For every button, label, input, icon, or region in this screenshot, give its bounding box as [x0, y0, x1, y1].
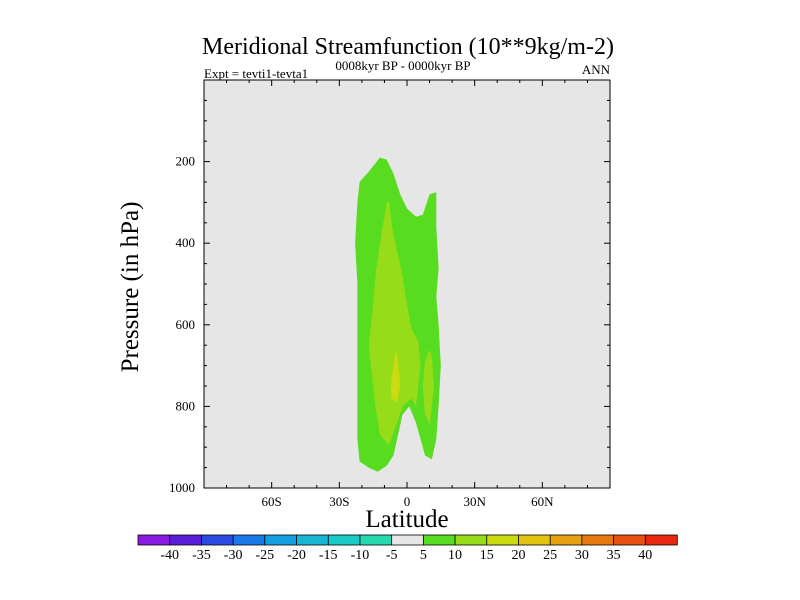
y-tick-label: 1000: [169, 480, 195, 495]
colorbar-label: 5: [420, 548, 427, 563]
colorbar-label: -10: [351, 548, 370, 563]
colorbar-label: 35: [607, 548, 621, 563]
colorbar-swatch: [644, 534, 678, 546]
colorbar-label: -20: [287, 548, 306, 563]
colorbar-swatch: [359, 534, 393, 546]
contour-region-2: [368, 202, 421, 446]
x-tick-label: 60S: [262, 494, 282, 509]
x-tick-label: 60N: [531, 494, 554, 509]
colorbar-swatch: [581, 534, 615, 546]
x-tick-label: 30N: [463, 494, 486, 509]
x-axis-label: Latitude: [365, 506, 448, 533]
colorbar-swatch: [549, 534, 583, 546]
colorbar-label: -35: [192, 548, 211, 563]
colorbar-swatch: [296, 534, 329, 546]
subtitle-center: 0008kyr BP - 0000kyr BP: [335, 58, 470, 73]
y-tick-label: 800: [176, 398, 196, 413]
colorbar-label: -30: [224, 548, 243, 563]
colorbar-label: 40: [638, 548, 652, 563]
x-tick-label: 30S: [329, 494, 349, 509]
colorbar-swatch: [518, 534, 551, 546]
colorbar-swatch: [169, 534, 203, 546]
subtitle-left: Expt = tevti1-tevta1: [204, 66, 308, 81]
colorbar-swatch: [391, 534, 425, 546]
colorbar-swatch: [486, 534, 520, 546]
colorbar-swatch: [613, 534, 647, 546]
x-axis: 60S 30S 0 30N 60N: [226, 80, 588, 509]
x-tick-label: 0: [404, 494, 411, 509]
colorbar-label: 30: [575, 548, 589, 563]
colorbar-swatch: [201, 534, 234, 546]
colorbar-swatch: [264, 534, 298, 546]
subtitle-right: ANN: [582, 62, 611, 77]
colorbar-label: 25: [543, 548, 557, 563]
y-tick-label: 200: [176, 154, 196, 169]
y-tick-label: 400: [176, 235, 196, 250]
colorbar-swatch: [422, 534, 456, 546]
chart-title: Meridional Streamfunction (10**9kg/m-2): [202, 34, 614, 60]
colorbar-label: -40: [160, 548, 179, 563]
colorbar-label: 10: [448, 548, 462, 563]
colorbar-label: -5: [386, 548, 398, 563]
colorbar-label: -25: [255, 548, 274, 563]
colorbar-label: 20: [511, 548, 525, 563]
colorbar-label: -15: [319, 548, 338, 563]
colorbar-swatch: [137, 534, 171, 546]
contour-regions: [355, 157, 441, 472]
colorbar: -40 -35 -30 -25 -20 -15 -10 -5 5 10 15 20 25 30 35 40: [137, 534, 678, 563]
colorbar-swatch: [232, 534, 266, 546]
y-axis-label: Pressure (in hPa): [117, 202, 144, 373]
contour-region-3: [422, 349, 435, 425]
colorbar-swatch: [327, 534, 361, 546]
y-tick-label: 600: [176, 317, 196, 332]
y-axis: 200 400 600 800 1000: [169, 99, 610, 495]
contour-region-4: [391, 349, 401, 403]
colorbar-label: 15: [480, 548, 494, 563]
colorbar-swatch: [454, 534, 488, 546]
